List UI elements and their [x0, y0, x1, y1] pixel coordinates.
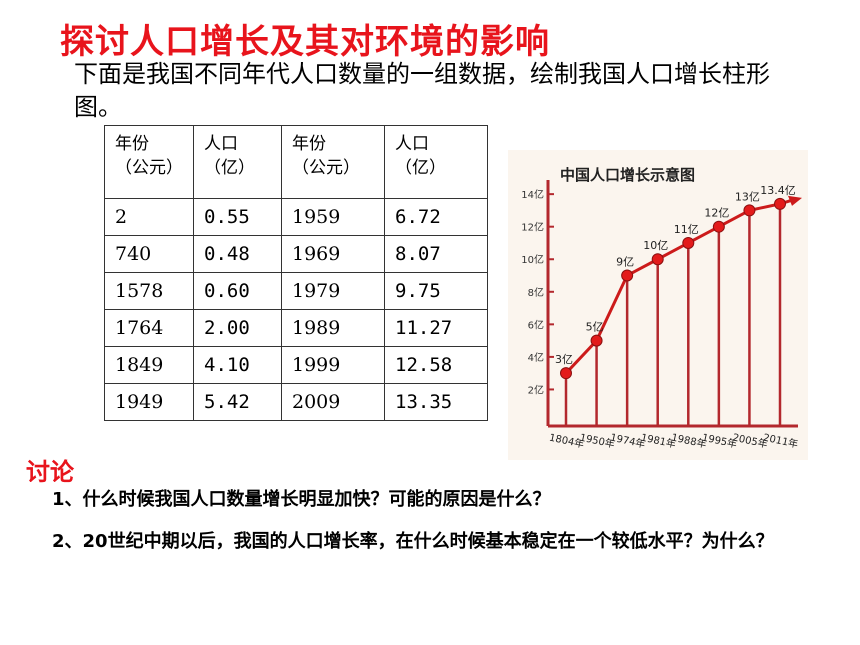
- chart-point: [590, 334, 603, 347]
- data-label: 5亿: [586, 321, 604, 334]
- chart-y-tick-labels: 2亿 4亿 6亿 8亿 10亿 12亿 14亿: [521, 188, 544, 396]
- discussion-question-1: 1、什么时候我国人口数量增长明显加快？可能的原因是什么？: [52, 489, 551, 510]
- data-label: 11亿: [674, 223, 699, 236]
- table-cell: 1969: [281, 235, 385, 273]
- data-label: 12亿: [704, 207, 729, 220]
- table-cell: 1764: [104, 309, 194, 347]
- population-table: 年份 （公元） 人口 （亿） 年份 （公元） 人口 （亿） 2 0.55 1959 6.…: [104, 125, 488, 421]
- table-row: 740 0.48 1969 8.07: [104, 235, 488, 273]
- table-cell: 1999: [281, 346, 385, 384]
- data-label: 13亿: [735, 190, 760, 203]
- data-label: 9亿: [616, 256, 634, 269]
- header-population-2: 人口 （亿）: [384, 125, 488, 199]
- y-tick-label: 10亿: [521, 253, 544, 266]
- table-cell: 1578: [104, 272, 194, 310]
- series-arrow-head: [788, 195, 802, 206]
- table-cell: 2009: [281, 383, 385, 421]
- chart-axes: [546, 180, 798, 428]
- table-cell: 1849: [104, 346, 194, 384]
- table-cell: 1959: [281, 198, 385, 236]
- discussion-question-2: 2、20世纪中期以后，我国的人口增长率，在什么时候基本稳定在一个较低水平？为什么…: [52, 531, 774, 552]
- header-year-1: 年份 （公元）: [104, 125, 194, 199]
- table-header-row: 年份 （公元） 人口 （亿） 年份 （公元） 人口 （亿）: [104, 125, 488, 199]
- table-cell: 1989: [281, 309, 385, 347]
- table-cell: 13.35: [384, 383, 488, 421]
- chart-point: [682, 236, 695, 249]
- chart-point: [774, 197, 786, 210]
- y-tick-label: 12亿: [521, 221, 544, 234]
- data-label: 3亿: [555, 353, 573, 366]
- table-cell: 2: [104, 198, 194, 236]
- y-tick-label: 2亿: [528, 383, 544, 396]
- y-tick-label: 14亿: [521, 188, 544, 201]
- chart-points: [560, 197, 786, 380]
- table-cell: 0.60: [193, 272, 282, 310]
- table-cell: 5.42: [193, 383, 282, 421]
- header-year-2: 年份 （公元）: [281, 125, 385, 199]
- table-row: 1949 5.42 2009 13.35: [104, 383, 488, 421]
- table-cell: 2.00: [193, 309, 282, 347]
- table-cell: 6.72: [384, 198, 488, 236]
- header-population-1: 人口 （亿）: [193, 125, 282, 199]
- chart-stems: [564, 203, 782, 426]
- discussion-heading: 讨论: [26, 458, 74, 486]
- chart-point: [621, 269, 634, 282]
- data-label: 13.4亿: [760, 184, 796, 197]
- table-row: 1578 0.60 1979 9.75: [104, 272, 488, 310]
- data-label: 10亿: [643, 239, 668, 252]
- y-tick-label: 6亿: [528, 318, 544, 331]
- chart-point: [712, 220, 725, 233]
- table-cell: 1949: [104, 383, 194, 421]
- intro-text: 下面是我国不同年代人口数量的一组数据，绘制我国人口增长柱形图。: [74, 60, 770, 121]
- table-cell: 11.27: [384, 309, 488, 347]
- y-tick-label: 8亿: [528, 286, 544, 299]
- table-cell: 4.10: [193, 346, 282, 384]
- table-cell: 0.55: [193, 198, 282, 236]
- slide-title: 探讨人口增长及其对环境的影响: [60, 22, 550, 62]
- table-cell: 9.75: [384, 272, 488, 310]
- table-row: 2 0.55 1959 6.72: [104, 198, 488, 236]
- table-cell: 0.48: [193, 235, 282, 273]
- chart-title: 中国人口增长示意图: [560, 166, 695, 184]
- table-cell: 8.07: [384, 235, 488, 273]
- y-tick-label: 4亿: [528, 351, 544, 364]
- table-row: 1764 2.00 1989 11.27: [104, 309, 488, 347]
- table-row: 1849 4.10 1999 12.58: [104, 346, 488, 384]
- table-cell: 1979: [281, 272, 385, 310]
- chart-point: [651, 253, 664, 266]
- table-cell: 12.58: [384, 346, 488, 384]
- chart-point: [560, 367, 572, 380]
- table-cell: 740: [104, 235, 194, 273]
- chart-point: [743, 204, 756, 217]
